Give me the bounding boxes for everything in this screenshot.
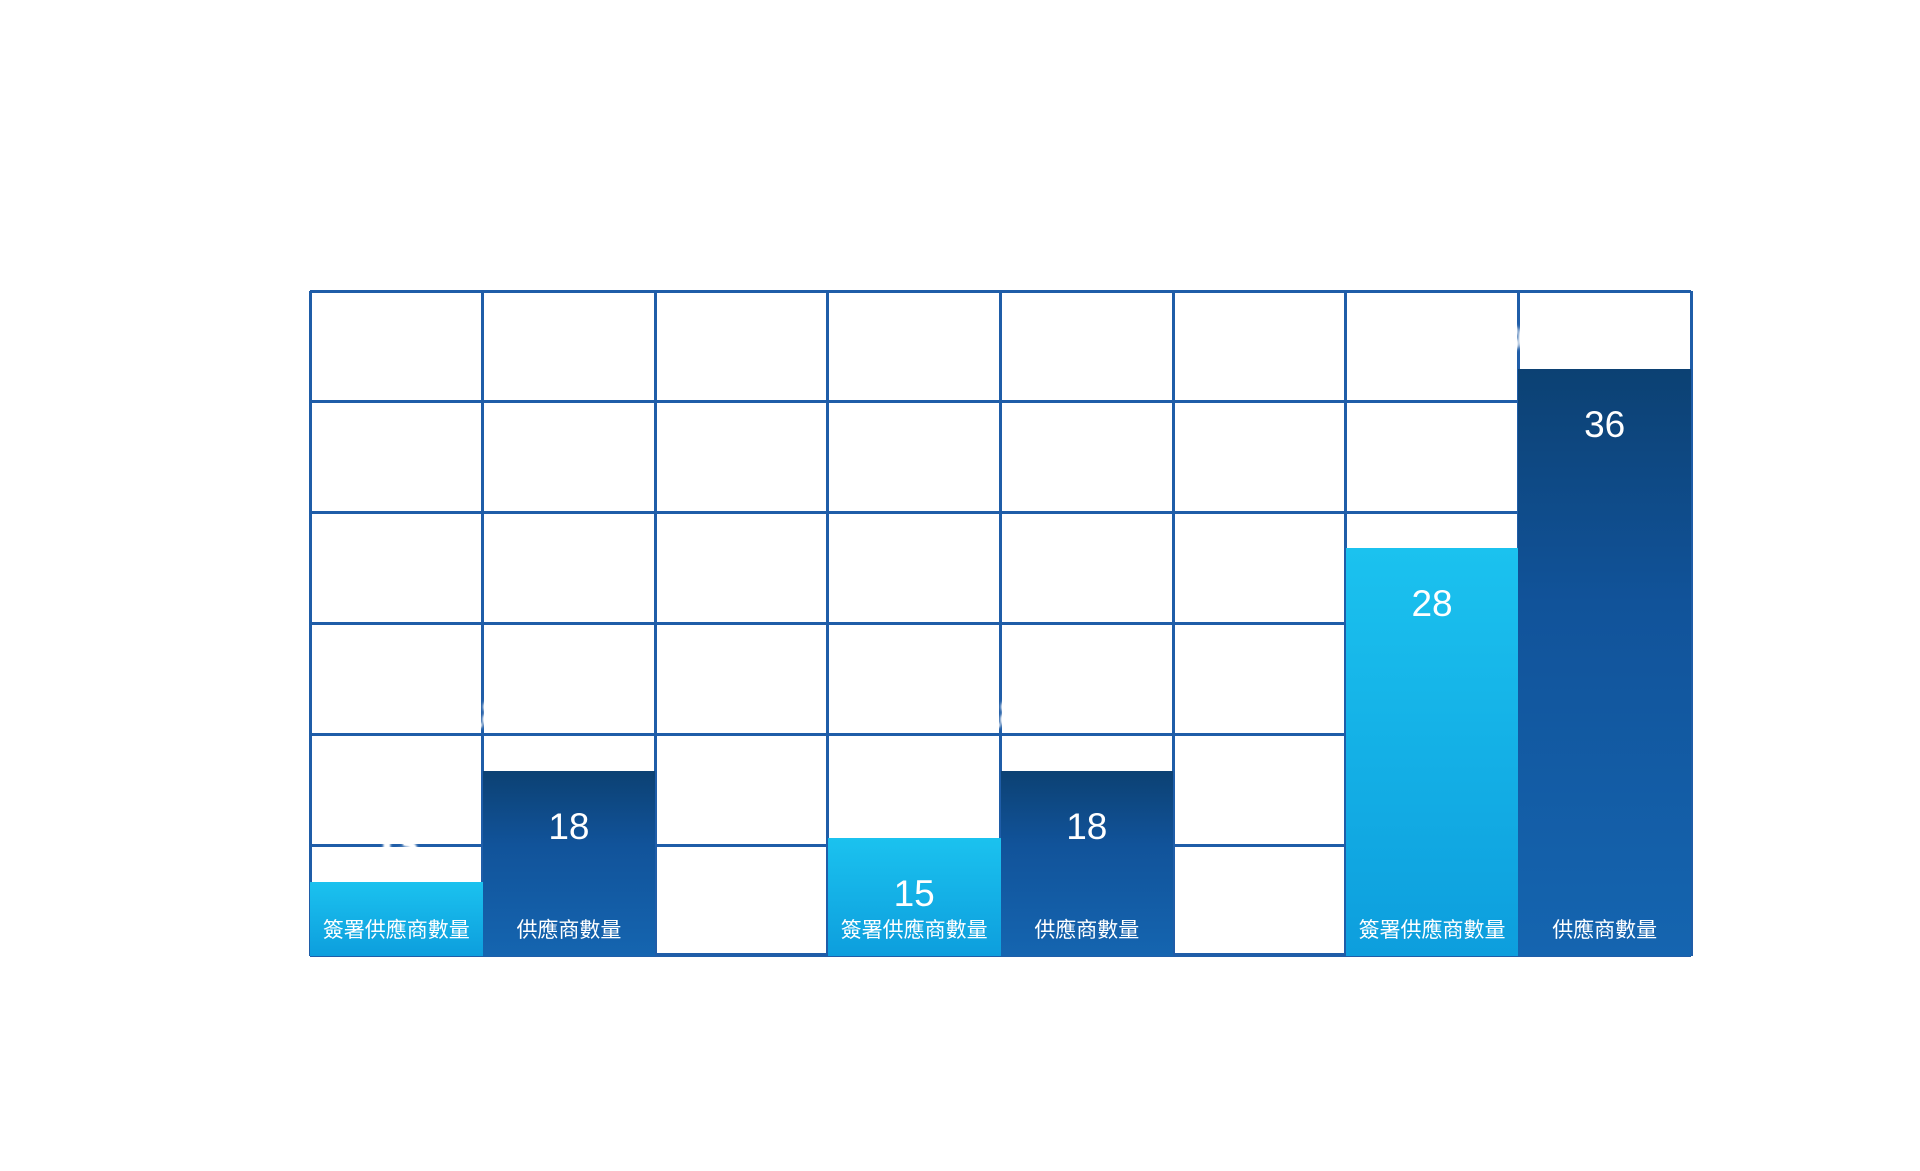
bar-category-label: 供應商數量 [1034, 919, 1140, 942]
bar-2-suppliers: 18 供應商數量 [482, 770, 656, 956]
bar-category-label: 供應商數量 [516, 919, 622, 942]
bar-4-suppliers: 18 供應商數量 [1000, 770, 1174, 956]
horizontal-gridline-4 [310, 732, 1691, 736]
bar-category-label: 簽署供應商數量 [840, 919, 988, 942]
horizontal-gridline-0 [310, 289, 1691, 293]
vertical-gridline-8 [1689, 291, 1693, 956]
bar-value-label: 18 [1066, 805, 1108, 847]
bar-6-suppliers: 36 供應商數量 [1518, 369, 1691, 956]
bar-category-label: 供應商數量 [1552, 919, 1658, 942]
bar-value-label: 36 [1584, 404, 1626, 446]
bar-3-signed-suppliers: 15 簽署供應商數量 [827, 837, 1001, 956]
horizontal-gridline-1 [310, 400, 1691, 404]
hidden-white-value-label-1: 13 [375, 823, 418, 865]
bar-value-label: 28 [1411, 582, 1453, 624]
bar-value-label: 18 [548, 805, 590, 847]
bar-value-label: 15 [893, 872, 935, 914]
hidden-white-value-label-4: 36 [1497, 317, 1539, 359]
bar-category-label: 簽署供應商數量 [1358, 919, 1506, 942]
horizontal-gridline-3 [310, 622, 1691, 625]
hidden-white-value-label-3: 18 [979, 693, 1022, 735]
bar-1-signed-suppliers: 簽署供應商數量 [310, 882, 483, 956]
bar-chart-plot-area: 簽署供應商數量 18 供應商數量 15 簽署供應商數量 18 供應商數量 28 簽署供應商數量 3… [308, 289, 1693, 957]
hidden-white-value-label-2: 18 [462, 693, 504, 735]
bar-category-label: 簽署供應商數量 [322, 919, 470, 942]
bar-5-signed-suppliers: 28 簽署供應商數量 [1345, 547, 1519, 956]
horizontal-gridline-2 [310, 511, 1691, 515]
